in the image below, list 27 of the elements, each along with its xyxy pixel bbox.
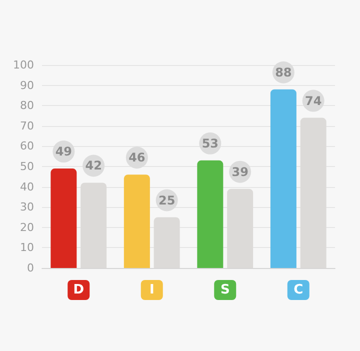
y-tick-label: 20 [20,220,34,234]
data-label: 49 [55,144,72,159]
data-label: 42 [85,158,102,173]
y-tick-label: 100 [13,58,34,72]
y-tick-label: 70 [20,119,34,132]
x-tick-label: D [73,282,84,298]
data-label: 46 [128,150,146,165]
bar [197,160,224,268]
data-label: 39 [232,164,248,179]
y-tick-label: 40 [20,180,34,194]
y-tick-label: 10 [20,241,34,254]
x-tick-label: I [149,282,154,298]
y-tick-label: 80 [20,99,34,112]
bar [124,174,150,268]
y-tick-label: 90 [20,78,34,92]
x-tick-label: S [220,282,230,298]
y-tick-label: 30 [20,200,34,214]
data-label: 25 [158,193,176,208]
bar [270,89,296,268]
y-tick-label: 50 [20,160,34,173]
data-label: 53 [202,136,219,150]
data-label: 74 [304,94,322,108]
x-tick-label: C [294,282,304,298]
y-tick-label: 60 [20,140,34,153]
y-tick-label: 0 [27,262,34,274]
data-label: 88 [275,65,292,80]
bar [50,168,77,268]
